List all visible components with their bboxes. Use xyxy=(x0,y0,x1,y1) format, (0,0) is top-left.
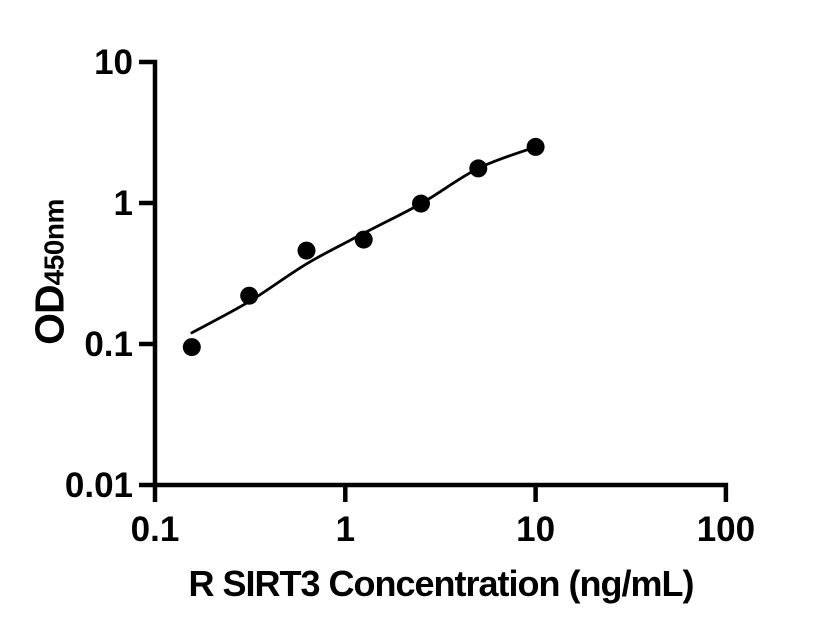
data-point xyxy=(354,230,373,249)
axis-line xyxy=(139,59,729,502)
y-axis-title: OD450nm xyxy=(26,199,73,345)
x-axis-tick-label: 1 xyxy=(336,510,355,549)
data-point xyxy=(297,241,316,260)
y-axis-tick-label: 10 xyxy=(94,43,133,82)
y-axis-tick-label: 0.1 xyxy=(84,325,133,364)
data-point xyxy=(182,338,201,357)
data-point xyxy=(240,286,259,305)
data-point xyxy=(526,137,545,156)
x-axis-title: R SIRT3 Concentration (ng/mL) xyxy=(188,563,695,604)
y-axis-title-sub: 450nm xyxy=(38,199,70,286)
data-point xyxy=(469,159,488,178)
y-axis-title-main: OD xyxy=(26,285,73,345)
x-axis-tick-label: 10 xyxy=(516,510,555,549)
y-axis-tick-label: 1 xyxy=(114,184,133,223)
x-axis-tick-label: 100 xyxy=(697,510,755,549)
y-axis-tick-label: 0.01 xyxy=(65,466,133,505)
data-point xyxy=(412,194,430,213)
x-axis-tick-label: 0.1 xyxy=(131,510,180,549)
